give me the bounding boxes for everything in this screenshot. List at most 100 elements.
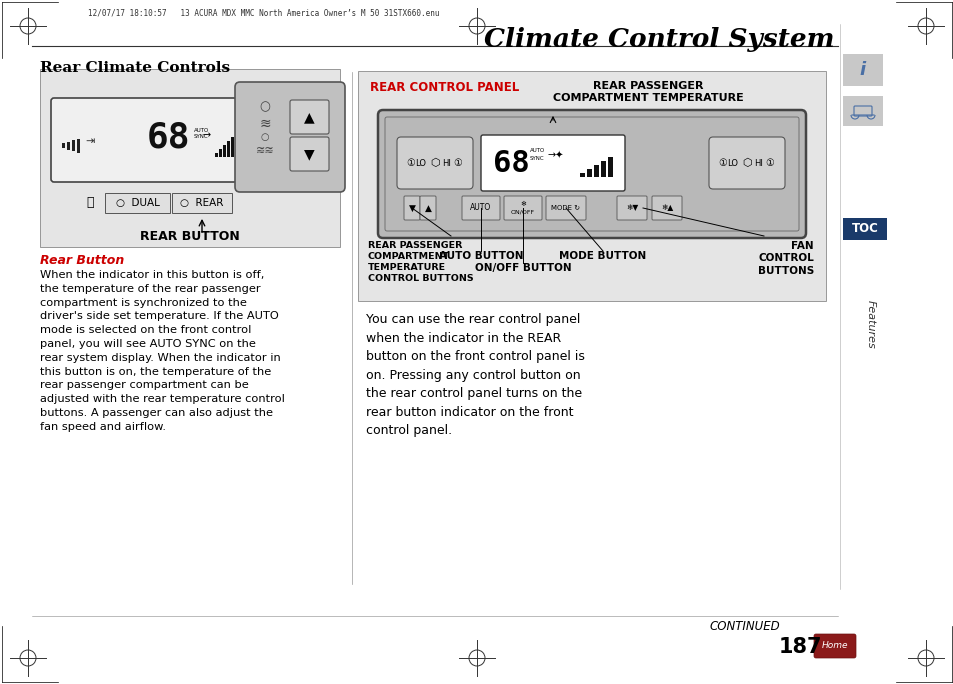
Text: panel, you will see AUTO SYNC on the: panel, you will see AUTO SYNC on the — [40, 339, 255, 349]
Text: You can use the rear control panel
when the indicator in the REAR
button on the : You can use the rear control panel when … — [366, 313, 584, 437]
Bar — [62, 143, 65, 148]
Text: MODE BUTTON: MODE BUTTON — [558, 251, 646, 261]
Text: →✦: →✦ — [547, 151, 563, 161]
FancyBboxPatch shape — [480, 135, 624, 191]
FancyBboxPatch shape — [617, 196, 646, 220]
Text: CONTINUED: CONTINUED — [709, 620, 780, 633]
Text: LO: LO — [727, 159, 738, 168]
Bar — [219, 149, 222, 157]
FancyBboxPatch shape — [105, 193, 170, 213]
Text: ①: ① — [718, 158, 726, 168]
Text: rear passenger compartment can be: rear passenger compartment can be — [40, 380, 249, 391]
Text: fan speed and airflow.: fan speed and airflow. — [40, 422, 166, 432]
FancyBboxPatch shape — [419, 196, 436, 220]
Text: ▲: ▲ — [303, 110, 314, 124]
FancyBboxPatch shape — [51, 98, 236, 182]
Text: ⬡: ⬡ — [741, 158, 751, 168]
Bar — [579, 173, 584, 177]
FancyBboxPatch shape — [545, 196, 585, 220]
FancyBboxPatch shape — [403, 196, 419, 220]
Text: LO: LO — [416, 159, 426, 168]
Text: ①: ① — [765, 158, 774, 168]
Text: adjusted with the rear temperature control: adjusted with the rear temperature contr… — [40, 394, 285, 404]
FancyBboxPatch shape — [651, 196, 681, 220]
FancyBboxPatch shape — [290, 137, 329, 171]
Text: ON/OFF: ON/OFF — [511, 209, 535, 215]
Bar — [77, 139, 80, 153]
Text: ON/OFF BUTTON: ON/OFF BUTTON — [475, 263, 571, 273]
FancyBboxPatch shape — [813, 634, 855, 658]
Text: i: i — [859, 61, 865, 79]
Text: HI: HI — [754, 159, 762, 168]
Text: AUTO: AUTO — [470, 204, 491, 213]
Text: MODE ↻: MODE ↻ — [551, 205, 580, 211]
Text: driver's side set temperature. If the AUTO: driver's side set temperature. If the AU… — [40, 311, 278, 321]
Text: ○: ○ — [259, 101, 270, 114]
Text: HI: HI — [442, 159, 451, 168]
Bar — [67, 142, 70, 150]
Text: 12/07/17 18:10:57   13 ACURA MDX MMC North America Owner’s M 50 31STX660.enu: 12/07/17 18:10:57 13 ACURA MDX MMC North… — [88, 8, 439, 17]
Text: SYNC: SYNC — [530, 155, 544, 161]
Text: ❄▲: ❄▲ — [660, 204, 673, 213]
Text: When the indicator in this button is off,: When the indicator in this button is off… — [40, 270, 264, 280]
Bar — [600, 161, 605, 177]
Text: buttons. A passenger can also adjust the: buttons. A passenger can also adjust the — [40, 408, 273, 418]
FancyBboxPatch shape — [503, 196, 541, 220]
Text: ○  REAR: ○ REAR — [180, 198, 223, 208]
Text: Features: Features — [865, 300, 875, 348]
Text: TOC: TOC — [851, 222, 878, 235]
Text: 🚘: 🚘 — [86, 196, 93, 209]
Text: the temperature of the rear passenger: the temperature of the rear passenger — [40, 284, 260, 294]
Text: ⬡: ⬡ — [430, 158, 439, 168]
Bar — [607, 157, 613, 177]
Text: Rear Button: Rear Button — [40, 254, 124, 267]
Text: compartment is synchronized to the: compartment is synchronized to the — [40, 298, 247, 308]
Text: Climate Control System: Climate Control System — [484, 27, 834, 52]
Bar — [842, 54, 882, 86]
Text: rear system display. When the indicator in: rear system display. When the indicator … — [40, 353, 280, 363]
FancyBboxPatch shape — [234, 82, 345, 192]
Text: mode is selected on the front control: mode is selected on the front control — [40, 325, 251, 335]
Bar — [594, 165, 598, 177]
Text: ⇥: ⇥ — [85, 136, 94, 146]
Text: 187: 187 — [778, 637, 821, 657]
FancyBboxPatch shape — [377, 110, 805, 238]
FancyBboxPatch shape — [396, 137, 473, 189]
FancyBboxPatch shape — [172, 193, 232, 213]
Bar — [227, 141, 230, 157]
Bar — [214, 153, 218, 157]
Text: 68: 68 — [492, 148, 529, 178]
Text: ○: ○ — [260, 132, 269, 142]
Text: AUTO BUTTON: AUTO BUTTON — [438, 251, 522, 261]
Text: Home: Home — [821, 642, 847, 650]
Text: ①: ① — [453, 158, 462, 168]
Text: ▼: ▼ — [303, 147, 314, 161]
Text: ≋≋: ≋≋ — [255, 146, 274, 156]
Text: ❄▼: ❄▼ — [625, 204, 638, 213]
Text: AUTO: AUTO — [530, 148, 545, 153]
Bar — [231, 137, 233, 157]
Text: ≋: ≋ — [259, 117, 271, 131]
Text: REAR PASSENGER
COMPARTMENT
TEMPERATURE
CONTROL BUTTONS: REAR PASSENGER COMPARTMENT TEMPERATURE C… — [368, 241, 473, 283]
Text: REAR BUTTON: REAR BUTTON — [140, 231, 239, 244]
FancyBboxPatch shape — [461, 196, 499, 220]
Text: AUTO: AUTO — [193, 129, 209, 133]
Bar — [71, 140, 75, 151]
Text: REAR PASSENGER
COMPARTMENT TEMPERATURE: REAR PASSENGER COMPARTMENT TEMPERATURE — [552, 81, 742, 103]
Text: ▼: ▼ — [408, 204, 415, 213]
Text: ▲: ▲ — [424, 204, 431, 213]
Bar — [842, 96, 882, 126]
Bar — [357, 71, 825, 301]
Bar — [40, 69, 339, 247]
Bar — [842, 218, 886, 240]
Text: FAN
CONTROL
BUTTONS: FAN CONTROL BUTTONS — [757, 241, 813, 276]
Text: ○  DUAL: ○ DUAL — [116, 198, 160, 208]
Bar — [223, 145, 226, 157]
FancyBboxPatch shape — [290, 100, 329, 134]
Text: ❄: ❄ — [519, 201, 525, 207]
Text: →: → — [203, 130, 211, 140]
Text: 68: 68 — [147, 120, 191, 154]
Text: Rear Climate Controls: Rear Climate Controls — [40, 61, 230, 75]
Text: REAR CONTROL PANEL: REAR CONTROL PANEL — [370, 81, 518, 94]
Text: this button is on, the temperature of the: this button is on, the temperature of th… — [40, 367, 271, 377]
